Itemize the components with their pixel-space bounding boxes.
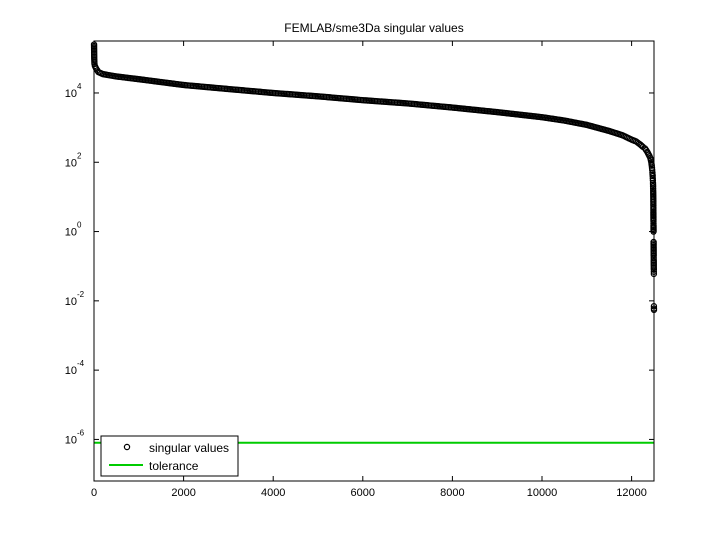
x-tick-label: 0 <box>91 487 97 499</box>
legend: singular values tolerance <box>100 435 239 477</box>
singular-value-point <box>650 217 657 225</box>
singular-value-point <box>649 172 656 180</box>
y-tick-label: 10 <box>65 157 77 169</box>
x-tick-label: 4000 <box>261 487 285 499</box>
y-tick-exponent: -6 <box>77 428 85 437</box>
y-tick-exponent: -2 <box>77 290 85 299</box>
y-tick-label: 10 <box>65 227 77 239</box>
singular-value-point <box>649 177 657 184</box>
singular-value-point <box>649 166 656 174</box>
legend-marker-singular-values <box>123 443 131 451</box>
singular-value-point <box>649 183 657 190</box>
y-tick-label: 10 <box>65 296 77 308</box>
y-tick-exponent: -4 <box>77 359 85 368</box>
legend-label-tolerance: tolerance <box>149 459 199 473</box>
x-tick-label: 12000 <box>616 487 647 499</box>
axes: 0 2000 4000 6000 8000 10000 1200010-610-410-21… <box>65 40 655 499</box>
legend-box <box>100 435 239 477</box>
x-tick-label: 8000 <box>440 487 464 499</box>
y-tick-exponent: 0 <box>77 221 82 230</box>
legend-label-singular-values: singular values <box>149 441 229 455</box>
axes-box <box>93 40 655 482</box>
chart-title: FEMLAB/sme3Da singular values <box>284 21 463 35</box>
y-tick-label: 10 <box>65 365 77 377</box>
y-tick-label: 10 <box>65 88 77 100</box>
y-tick-label: 10 <box>65 434 77 446</box>
x-tick-label: 6000 <box>351 487 375 499</box>
y-tick-exponent: 2 <box>77 151 82 160</box>
x-tick-label: 10000 <box>527 487 558 499</box>
plot-area <box>90 41 658 444</box>
x-tick-label: 2000 <box>171 487 195 499</box>
singular-values-series <box>90 41 658 314</box>
y-tick-exponent: 4 <box>77 82 82 91</box>
